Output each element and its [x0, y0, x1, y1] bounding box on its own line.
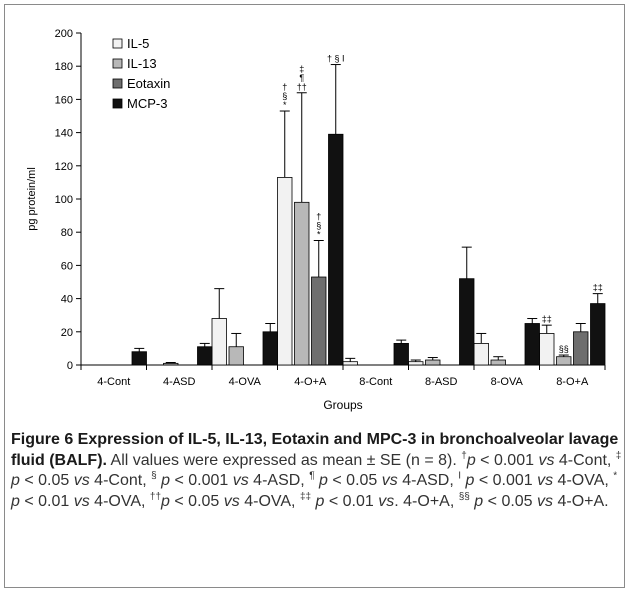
x-tick-label: 4-OVA	[229, 376, 262, 388]
y-axis-label: pg protein/ml	[26, 167, 38, 231]
bar	[211, 318, 227, 366]
footnote-text: p < 0.001 vs 4-OVA,	[465, 472, 614, 489]
y-tick-label: 120	[55, 161, 73, 173]
x-tick-label: 4-O+A	[294, 376, 327, 388]
bar	[197, 346, 213, 366]
footnote-symbol: *	[613, 470, 618, 482]
y-tick-label: 60	[61, 260, 73, 272]
bar	[163, 362, 179, 366]
significance-symbol: ¶	[299, 73, 304, 83]
significance-symbol: §	[316, 221, 321, 231]
bar	[473, 343, 489, 366]
footnote-symbol: ††	[149, 491, 162, 503]
caption-title: Figure 6 Expression of IL-5, IL-13, Eota…	[11, 431, 619, 469]
bar	[131, 351, 147, 366]
legend-label: IL-13	[127, 56, 157, 71]
bar	[408, 361, 424, 366]
footnote-text: p < 0.05 vs 4-Cont,	[11, 472, 152, 489]
footnote-text: p < 0.001 vs 4-ASD,	[161, 472, 310, 489]
bar	[228, 346, 244, 366]
y-tick-label: 160	[55, 94, 73, 106]
y-tick-label: 200	[55, 28, 73, 40]
y-tick-label: 0	[67, 360, 73, 372]
bar	[539, 333, 555, 366]
caption-intro: All values were expressed as mean ± SE (…	[106, 451, 462, 469]
significance-symbol: *	[317, 230, 321, 240]
footnote-symbol: §	[151, 470, 157, 482]
bar	[342, 361, 358, 366]
legend-label: IL-5	[127, 36, 149, 51]
footnote-text: p < 0.05 vs 4-OVA,	[161, 492, 300, 510]
caption-notes: †p < 0.001 vs 4-Cont, ‡ p < 0.05 vs 4-Co…	[11, 450, 622, 510]
footnote-text: p < 0.01 vs. 4-O+A,	[315, 492, 459, 510]
significance-symbol: ‡‡	[542, 314, 552, 324]
significance-symbol: §	[282, 91, 287, 101]
bar	[490, 359, 506, 366]
significance-symbol: †	[316, 212, 321, 222]
footnote-symbol: ¶	[309, 470, 315, 482]
legend-label: Eotaxin	[127, 76, 170, 91]
significance-symbol: ††	[297, 82, 307, 92]
bar	[556, 356, 572, 366]
y-tick-label: 140	[55, 128, 73, 140]
bar	[277, 177, 293, 366]
x-tick-label: 8-Cont	[359, 376, 392, 388]
bar-chart: 0 20 40 60 80 100 120 140 160 180 200 pg protein/ml…	[26, 28, 606, 412]
y-tick-label: 40	[61, 294, 73, 306]
x-tick-label: 8-OVA	[491, 376, 524, 388]
bar	[262, 331, 278, 366]
y-tick-label: 100	[55, 194, 73, 206]
y-tick-label: 180	[55, 61, 73, 73]
x-tick-label: 8-O+A	[556, 376, 589, 388]
footnote-symbol: I	[458, 470, 462, 482]
bar	[393, 343, 409, 366]
legend-swatch	[112, 38, 123, 49]
footnote-text: p < 0.05 vs 4-O+A.	[474, 492, 609, 510]
figure-caption: Figure 6 Expression of IL-5, IL-13, Eota…	[11, 430, 623, 512]
x-axis-label: Groups	[323, 398, 362, 412]
legend-swatch	[112, 58, 123, 69]
x-tick-label: 4-ASD	[163, 376, 195, 388]
legend-label: MCP-3	[127, 96, 167, 111]
footnote-text: p < 0.05 vs 4-ASD,	[319, 472, 459, 489]
bar	[459, 278, 475, 366]
footnote-symbol: §§	[458, 491, 470, 503]
significance-symbol: §§	[559, 344, 569, 354]
bar	[328, 133, 344, 366]
legend-swatch	[112, 98, 123, 109]
significance-symbol: *	[283, 100, 287, 110]
figure-frame: 0 20 40 60 80 100 120 140 160 180 200 pg protein/ml…	[4, 4, 625, 588]
footnote-symbol: †	[461, 450, 467, 462]
significance-symbol: †	[282, 82, 287, 92]
significance-symbol: † § I	[327, 54, 345, 64]
legend-swatch	[112, 78, 123, 89]
bar	[524, 323, 540, 366]
bar	[590, 303, 606, 366]
x-tick-label: 4-Cont	[97, 376, 130, 388]
y-tick-label: 80	[61, 227, 73, 239]
bar	[294, 201, 310, 366]
footnote-text: p < 0.01 vs 4-OVA,	[11, 492, 150, 510]
footnote-symbol: ‡‡	[299, 491, 312, 503]
bar	[311, 276, 327, 366]
y-tick-label: 20	[61, 327, 73, 339]
footnote-symbol: ‡	[615, 450, 622, 462]
significance-symbol: ‡‡	[593, 283, 603, 293]
footnote-text: p < 0.001 vs 4-Cont,	[466, 451, 616, 469]
bar	[573, 331, 589, 366]
x-tick-label: 8-ASD	[425, 376, 457, 388]
bar	[425, 359, 441, 366]
significance-symbol: ‡	[299, 64, 304, 74]
